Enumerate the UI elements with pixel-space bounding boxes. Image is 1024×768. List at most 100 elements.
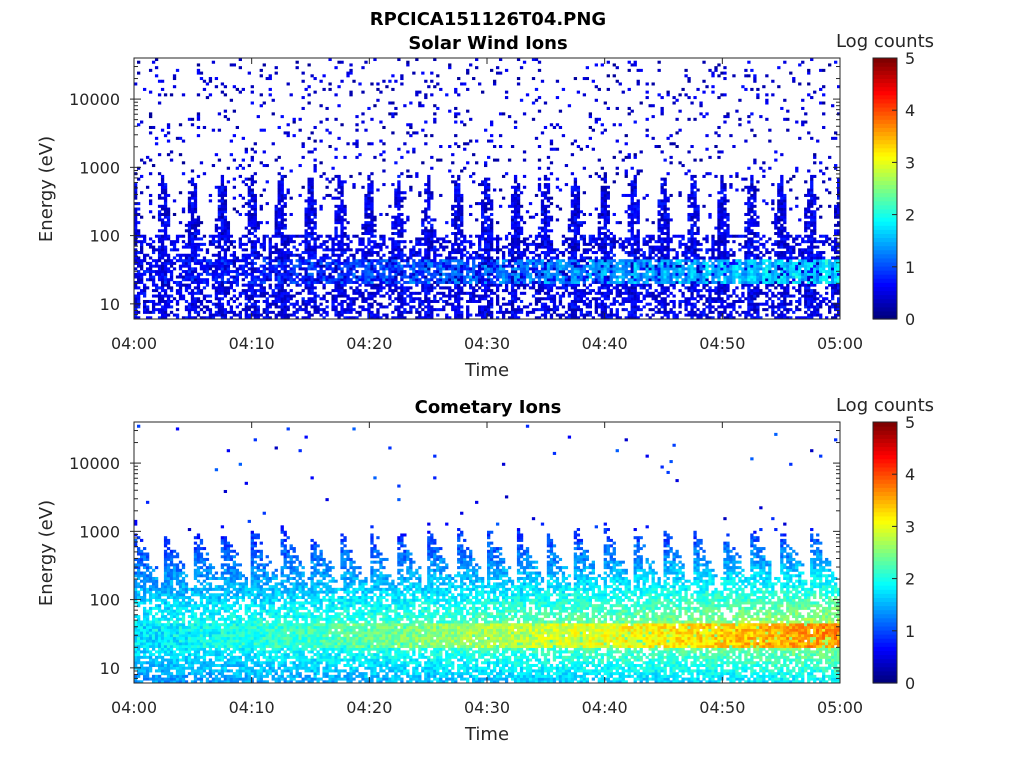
heatmap-cell — [624, 251, 628, 255]
heatmap-cell — [481, 308, 485, 312]
heatmap-cell — [633, 283, 637, 287]
heatmap-cell — [196, 242, 201, 246]
heatmap-cell — [382, 237, 386, 241]
heatmap-cell — [501, 256, 506, 260]
heatmap-cell — [370, 185, 374, 189]
heatmap-cell — [154, 264, 159, 268]
heatmap-cell — [612, 242, 616, 246]
heatmap-cell — [397, 174, 401, 178]
heatmap-cell — [630, 215, 634, 219]
heatmap-cell — [163, 267, 168, 271]
heatmap-cell — [364, 267, 368, 271]
heatmap-cell — [451, 232, 455, 236]
heatmap-cell — [256, 115, 260, 119]
heatmap-cell — [280, 313, 284, 317]
heatmap-cell — [507, 278, 512, 282]
heatmap-cell — [256, 270, 260, 274]
heatmap-cell — [325, 278, 329, 282]
heatmap-cell — [226, 248, 231, 252]
heatmap-cell — [531, 267, 536, 271]
heatmap-cell — [537, 232, 542, 236]
heatmap-cell — [325, 128, 329, 132]
heatmap-cell — [427, 283, 431, 287]
heatmap-cell — [609, 264, 613, 268]
heatmap-cell — [250, 270, 254, 274]
heatmap-cell — [481, 180, 485, 184]
heatmap-cell — [241, 270, 245, 274]
heatmap-cell — [570, 199, 575, 203]
heatmap-cell — [633, 261, 637, 265]
heatmap-cell — [334, 196, 338, 200]
heatmap-cell — [280, 316, 284, 320]
heatmap-cell — [570, 191, 575, 195]
heatmap-cell — [391, 183, 395, 187]
heatmap-cell — [349, 90, 353, 94]
heatmap-cell — [597, 280, 601, 284]
heatmap-cell — [460, 193, 464, 197]
heatmap-cell — [241, 289, 245, 293]
heatmap-cell — [340, 267, 344, 271]
heatmap-cell — [187, 310, 192, 314]
heatmap-cell — [388, 297, 392, 301]
heatmap-cell — [316, 259, 320, 263]
heatmap-cell — [621, 261, 625, 265]
heatmap-cell — [427, 251, 431, 255]
heatmap-cell — [346, 270, 350, 274]
heatmap-cell — [319, 245, 323, 249]
heatmap-cell — [552, 305, 557, 309]
heatmap-cell — [148, 310, 153, 314]
heatmap-cell — [286, 82, 290, 86]
heatmap-cell — [136, 251, 141, 255]
heatmap-cell — [537, 96, 542, 100]
heatmap-cell — [364, 275, 368, 279]
heatmap-cell — [187, 278, 192, 282]
heatmap-cell — [154, 259, 159, 263]
heatmap-cell — [633, 253, 637, 257]
heatmap-cell — [193, 316, 198, 320]
heatmap-cell — [286, 270, 290, 274]
heatmap-cell — [373, 223, 377, 227]
heatmap-cell — [573, 278, 578, 282]
heatmap-cell — [307, 188, 311, 192]
heatmap-cell — [307, 264, 311, 268]
heatmap-cell — [160, 242, 165, 246]
heatmap-cell — [603, 218, 607, 222]
heatmap-cell — [546, 294, 551, 298]
heatmap-cell — [163, 204, 168, 208]
heatmap-cell — [555, 313, 560, 317]
heatmap-cell — [516, 275, 521, 279]
heatmap-cell — [163, 305, 168, 309]
heatmap-cell — [534, 87, 539, 91]
heatmap-cell — [280, 278, 284, 282]
heatmap-cell — [391, 248, 395, 252]
heatmap-cell — [280, 261, 284, 265]
heatmap-cell — [487, 272, 491, 276]
heatmap-cell — [588, 115, 593, 119]
heatmap-cell — [187, 275, 192, 279]
heatmap-cell — [424, 291, 428, 295]
heatmap-cell — [325, 291, 329, 295]
heatmap-cell — [427, 204, 431, 208]
heatmap-cell — [445, 272, 449, 276]
heatmap-cell — [220, 215, 225, 219]
heatmap-cell — [193, 267, 198, 271]
heatmap-cell — [370, 270, 374, 274]
heatmap-cell — [433, 120, 437, 124]
heatmap-cell — [337, 191, 341, 195]
heatmap-cell — [193, 210, 198, 214]
heatmap-cell — [576, 245, 581, 249]
heatmap-cell — [319, 259, 323, 263]
heatmap-cell — [319, 278, 323, 282]
heatmap-cell — [457, 264, 461, 268]
heatmap-cell — [495, 299, 500, 303]
heatmap-cell — [558, 313, 563, 317]
heatmap-cell — [337, 177, 341, 181]
heatmap-cell — [334, 229, 338, 233]
heatmap-cell — [552, 302, 557, 306]
heatmap-cell — [484, 218, 488, 222]
heatmap-cell — [436, 272, 440, 276]
heatmap-cell — [322, 275, 326, 279]
heatmap-cell — [364, 60, 368, 64]
heatmap-cell — [394, 267, 398, 271]
heatmap-cell — [424, 142, 428, 146]
